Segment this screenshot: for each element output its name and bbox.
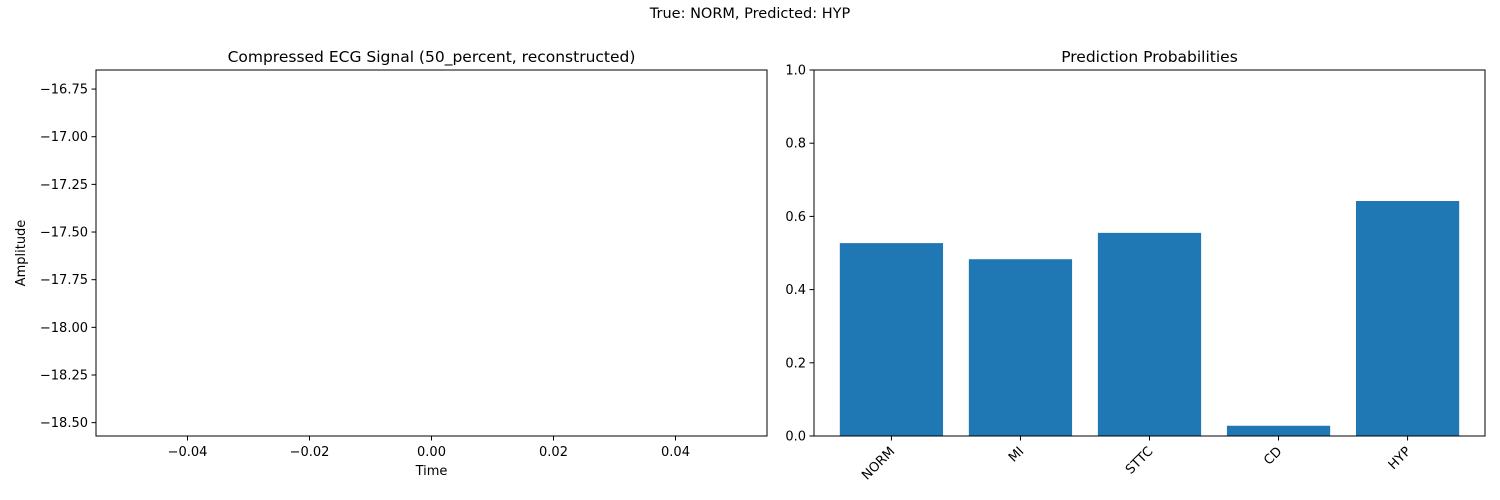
probability-yticks: 0.0 0.2 0.4 0.6 0.8 1.0	[785, 64, 814, 445]
ecg-ytick-label: −18.25	[40, 369, 88, 384]
bar-hyp	[1355, 201, 1460, 436]
ecg-ytick-label: −16.75	[40, 83, 88, 98]
ecg-ytick-label: −18.00	[40, 321, 88, 336]
bar-mi	[968, 259, 1073, 436]
probability-ytick-label: 0.0	[785, 430, 806, 445]
probabilities-axes-title: Prediction Probabilities	[1061, 48, 1238, 66]
probability-bars	[839, 201, 1460, 436]
ecg-xtick-label: −0.04	[168, 445, 208, 460]
ecg-xtick-label: 0.00	[417, 445, 446, 460]
probability-ytick-label: 1.0	[785, 64, 806, 79]
probability-xticks: NORM MI STTC CD HYP	[859, 436, 1415, 483]
bar-sttc	[1097, 232, 1202, 436]
probability-xtick-label: CD	[1261, 444, 1285, 468]
probability-ytick-label: 0.2	[785, 356, 806, 371]
figure-suptitle: True: NORM, Predicted: HYP	[649, 6, 851, 22]
bar-norm	[839, 243, 944, 436]
ecg-axes-frame	[95, 69, 768, 437]
probability-xtick-label: HYP	[1386, 444, 1415, 473]
probability-ytick-label: 0.8	[785, 137, 806, 152]
ecg-yaxis-label: Amplitude	[14, 220, 29, 287]
ecg-xaxis-label: Time	[415, 464, 448, 479]
probability-xtick-label: MI	[1006, 444, 1027, 465]
probability-xtick-label: NORM	[859, 444, 898, 483]
ecg-xtick-label: 0.02	[539, 445, 568, 460]
probability-ytick-label: 0.4	[785, 283, 806, 298]
ecg-xtick-label: −0.02	[290, 445, 330, 460]
bar-cd	[1226, 425, 1331, 436]
ecg-ytick-label: −17.50	[40, 226, 88, 241]
ecg-ytick-label: −17.25	[40, 178, 88, 193]
ecg-ytick-label: −17.00	[40, 130, 88, 145]
ecg-xticks: −0.04 −0.02 0.00 0.02 0.04	[168, 436, 690, 460]
ecg-ytick-label: −18.50	[40, 416, 88, 431]
ecg-ytick-label: −17.75	[40, 273, 88, 288]
probability-ytick-label: 0.6	[785, 210, 806, 225]
probability-xtick-label: STTC	[1123, 444, 1156, 477]
probabilities-axes: Prediction Probabilities NORM MI STTC CD HYP…	[785, 48, 1486, 483]
ecg-axes-title: Compressed ECG Signal (50_percent, recon…	[228, 48, 636, 67]
ecg-xtick-label: 0.04	[661, 445, 690, 460]
ecg-signal-axes: Compressed ECG Signal (50_percent, recon…	[14, 48, 768, 479]
ecg-yticks: −16.75 −17.00 −17.25 −17.50 −17.75 −18.00 −18.…	[40, 83, 96, 431]
